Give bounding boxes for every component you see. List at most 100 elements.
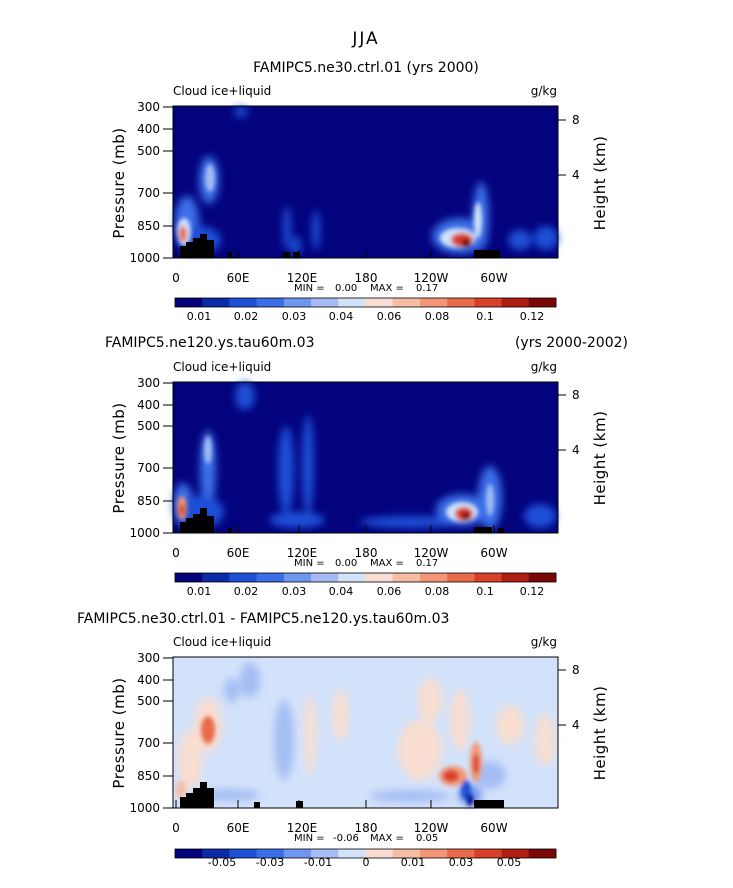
- panel-2-xtick: 60W: [480, 546, 507, 560]
- panel-2-xtick: 60E: [227, 546, 250, 560]
- colorbar-swatch: [419, 298, 448, 307]
- colorbar-swatch: [528, 849, 557, 858]
- panel-3-cbtick: -0.05: [208, 856, 236, 869]
- colorbar-swatch: [256, 298, 285, 307]
- panel-2-title-right: (yrs 2000-2002): [515, 335, 628, 351]
- panel-1-cbtick: 0.1: [476, 310, 494, 323]
- panel-1-cbtick: 0.02: [234, 310, 259, 323]
- colorbar-swatch: [365, 573, 394, 582]
- panel-3-ytick: 1000: [129, 801, 160, 815]
- panel-1-xtick: 180: [355, 271, 378, 285]
- panel-2-right-axis: 8 4 Height (km): [558, 388, 609, 505]
- panel-1-plot-area: [172, 105, 559, 259]
- panel-3-title: FAMIPC5.ne30.ctrl.01 - FAMIPC5.ne120.ys.…: [77, 611, 449, 627]
- panel-2-cbtick: 0.06: [377, 585, 402, 598]
- panel-2-title: FAMIPC5.ne120.ys.tau60m.03: [105, 335, 314, 351]
- colorbar-swatch: [447, 849, 475, 858]
- panel-1-cbtick: 0.03: [282, 310, 307, 323]
- panel-3-left-axis: 300 400 500 700 850 1000 Pressure (mb): [110, 651, 173, 815]
- panel-1-ytick: 700: [137, 186, 160, 200]
- colorbar-outline: [174, 297, 557, 308]
- colorbar-swatch: [229, 298, 257, 307]
- panel-1-ytick: 850: [137, 219, 160, 233]
- colorbar-swatch: [419, 573, 448, 582]
- panel-2-cbtick: 0.01: [187, 585, 212, 598]
- panel-3-ytick: 400: [137, 673, 160, 687]
- panel-2-min-label: MIN =: [294, 558, 325, 569]
- panel-1-max-value: 0.17: [416, 283, 438, 294]
- panel-1-max-label: MAX =: [370, 283, 404, 294]
- panel-3-topography: [180, 782, 504, 808]
- panel-2-plot-area: [172, 381, 559, 534]
- panel-2-xtick: 180: [355, 546, 378, 560]
- colorbar-swatch: [365, 298, 394, 307]
- figure-title: JJA: [351, 29, 379, 49]
- panel-2: FAMIPC5.ne120.ys.tau60m.03 (yrs 2000-200…: [105, 335, 628, 598]
- panel-3-ylabel-right: Height (km): [591, 686, 609, 781]
- panel-3-units: g/kg: [531, 635, 557, 649]
- colorbar-swatch: [474, 849, 502, 858]
- colorbar-swatch: [283, 298, 312, 307]
- panel-2-xtick: 120E: [287, 546, 318, 560]
- panel-3-cbtick: 0: [363, 856, 370, 869]
- panel-1-cbtick: 0.08: [425, 310, 450, 323]
- panel-1: FAMIPC5.ne30.ctrl.01 (yrs 2000) Cloud ic…: [110, 60, 609, 323]
- panel-3-ytick: 850: [137, 769, 160, 783]
- panel-1-ytick: 500: [137, 144, 160, 158]
- panel-1-colorbar: [174, 297, 557, 308]
- colorbar-swatch: [392, 849, 421, 858]
- colorbar-swatch: [175, 573, 203, 582]
- colorbar-swatch: [175, 298, 203, 307]
- panel-2-left-axis: 300 400 500 700 850 1000 Pressure (mb): [110, 376, 173, 540]
- panel-2-min-value: 0.00: [335, 558, 357, 569]
- panel-3-xtick: 60E: [227, 821, 250, 835]
- colorbar-swatch: [338, 849, 366, 858]
- panel-1-left-axis: 300 400 500 700 850 1000 Pressure (mb): [110, 100, 173, 265]
- colorbar-swatch: [501, 298, 530, 307]
- colorbar-swatch: [256, 573, 285, 582]
- panel-3-cbtick: -0.03: [256, 856, 284, 869]
- colorbar-swatch: [392, 573, 421, 582]
- panel-2-units: g/kg: [531, 360, 557, 374]
- panel-1-ylabel: Pressure (mb): [110, 127, 128, 238]
- colorbar-swatch: [392, 298, 421, 307]
- colorbar-swatch: [501, 573, 530, 582]
- panel-2-ytick: 500: [137, 419, 160, 433]
- panel-2-ytick: 400: [137, 398, 160, 412]
- panel-1-xtick: 60E: [227, 271, 250, 285]
- panel-3-xtick: 180: [355, 821, 378, 835]
- panel-2-cbtick: 0.08: [425, 585, 450, 598]
- panel-3-min-label: MIN =: [294, 833, 325, 844]
- panel-2-ytick: 1000: [129, 526, 160, 540]
- colorbar-swatch: [202, 298, 230, 307]
- panel-3-colorbar: [174, 848, 557, 859]
- colorbar-swatch: [528, 298, 557, 307]
- panel-1-htick: 4: [572, 168, 580, 182]
- colorbar-swatch: [311, 849, 339, 858]
- panel-1-cbtick: 0.04: [329, 310, 354, 323]
- panel-3-htick: 4: [572, 718, 580, 732]
- colorbar-swatch: [338, 573, 366, 582]
- colorbar-swatch: [311, 298, 339, 307]
- panel-3-cbtick: 0.05: [497, 856, 522, 869]
- panel-3-right-axis: 8 4 Height (km): [558, 663, 609, 780]
- colorbar-swatch: [202, 849, 230, 858]
- panel-2-cbtick: 0.02: [234, 585, 259, 598]
- panel-1-min-value: 0.00: [335, 283, 357, 294]
- panel-2-htick: 4: [572, 443, 580, 457]
- panel-3-xtick: 120E: [287, 821, 318, 835]
- colorbar-swatch: [175, 849, 203, 858]
- panel-3-plot-area: [172, 656, 559, 809]
- panel-1-right-axis: 8 4 Height (km): [558, 113, 609, 230]
- panel-1-htick: 8: [572, 113, 580, 127]
- panel-3-cbtick: 0.03: [449, 856, 474, 869]
- panel-3-min-value: -0.06: [333, 833, 359, 844]
- panel-1-cbtick: 0.01: [187, 310, 212, 323]
- panel-2-topography: [180, 508, 504, 533]
- panel-2-minmax: MIN = 0.00 MAX = 0.17: [294, 558, 438, 569]
- panel-3-htick: 8: [572, 663, 580, 677]
- panel-3-bottom-axis: 0 60E 120E 180 120W 60W: [172, 800, 508, 835]
- panel-3-cbtick: 0.01: [401, 856, 426, 869]
- panel-3-max-label: MAX =: [370, 833, 404, 844]
